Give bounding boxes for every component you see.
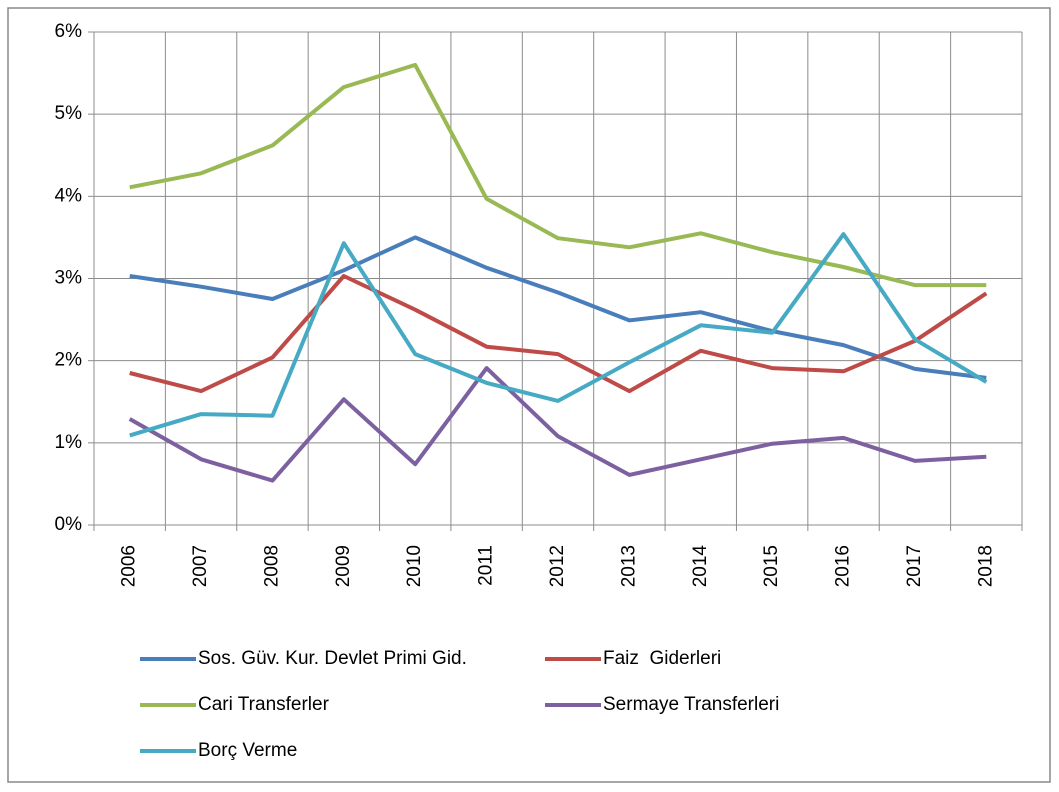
x-tick-label: 2007 [190, 545, 211, 587]
legend-label: Sos. Güv. Kur. Devlet Primi Gid. [198, 648, 467, 669]
y-tick-label: 2% [55, 350, 83, 371]
x-tick-label: 2013 [618, 545, 639, 587]
legend-label: Cari Transferler [198, 694, 330, 715]
series-line [129, 62, 987, 288]
y-tick-label: 5% [55, 103, 83, 124]
x-tick-label: 2010 [404, 545, 425, 587]
legend-label: Sermaye Transferleri [603, 694, 779, 715]
legend-label: Borç Verme [198, 740, 297, 761]
x-tick-label: 2017 [904, 545, 925, 587]
x-tick-label: 2018 [975, 545, 996, 587]
x-tick-label: 2016 [833, 545, 854, 587]
series-line [128, 366, 987, 483]
y-tick-label: 0% [55, 514, 83, 535]
x-tick-label: 2009 [333, 545, 354, 587]
x-tick-label: 2011 [476, 545, 497, 586]
y-tick-label: 6% [55, 21, 83, 42]
y-tick-label: 1% [55, 432, 83, 453]
series-line [129, 232, 988, 438]
series-line [129, 274, 988, 394]
x-tick-label: 2014 [690, 545, 711, 588]
y-tick-label: 4% [55, 185, 83, 206]
legend-label: Faiz Giderleri [603, 648, 721, 669]
y-tick-label: 3% [55, 268, 83, 289]
x-tick-label: 2008 [261, 545, 282, 587]
x-tick-label: 2015 [761, 545, 782, 587]
series-line [129, 235, 987, 380]
x-tick-label: 2006 [119, 545, 140, 587]
x-tick-label: 2012 [547, 545, 568, 587]
